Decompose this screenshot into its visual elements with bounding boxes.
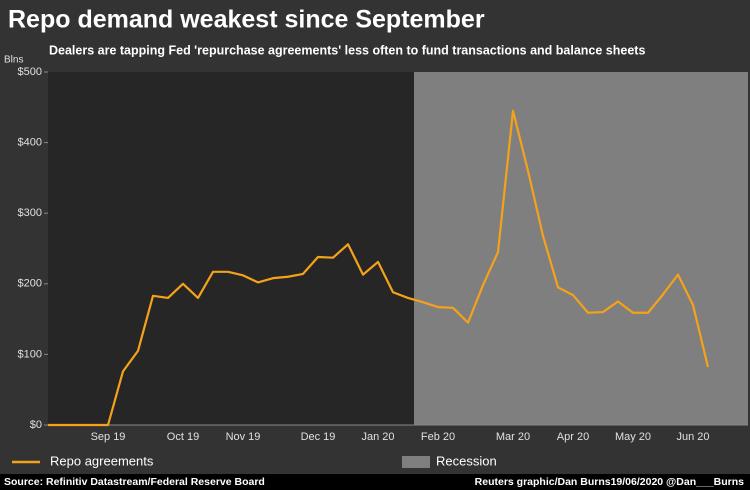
legend-swatch xyxy=(402,456,430,468)
legend-label: Repo agreements xyxy=(50,453,154,468)
x-tick-label: Feb 20 xyxy=(421,431,455,443)
source: Source: Refinitiv Datastream/Federal Res… xyxy=(4,476,265,488)
series-line xyxy=(48,109,710,427)
y-tick-label: $0 xyxy=(30,419,42,431)
credit: Reuters graphic/Dan Burns19/06/2020 @Dan… xyxy=(475,476,745,488)
x-tick-label: Jun 20 xyxy=(676,431,709,443)
footer-bar xyxy=(0,474,750,490)
x-tick-label: Apr 20 xyxy=(557,431,589,443)
recession-shade xyxy=(414,72,748,425)
x-tick-label: May 20 xyxy=(615,431,651,443)
y-tick-label: $100 xyxy=(18,348,42,360)
y-tick-label: $300 xyxy=(18,207,42,219)
x-tick-label: Oct 19 xyxy=(167,431,199,443)
x-tick-label: Sep 19 xyxy=(91,431,126,443)
x-tick-label: Mar 20 xyxy=(496,431,530,443)
y-tick-label: $200 xyxy=(18,278,42,290)
legend-label: Recession xyxy=(436,453,497,468)
chart-subtitle: Dealers are tapping Fed 'repurchase agre… xyxy=(49,43,645,57)
y-unit: Blns xyxy=(4,55,23,66)
y-tick-label: $400 xyxy=(18,137,42,149)
chart-title: Repo demand weakest since September xyxy=(8,6,485,34)
x-tick-label: Jan 20 xyxy=(361,431,394,443)
x-tick-label: Nov 19 xyxy=(226,431,261,443)
y-tick-label: $500 xyxy=(18,66,42,78)
x-tick-label: Dec 19 xyxy=(301,431,336,443)
